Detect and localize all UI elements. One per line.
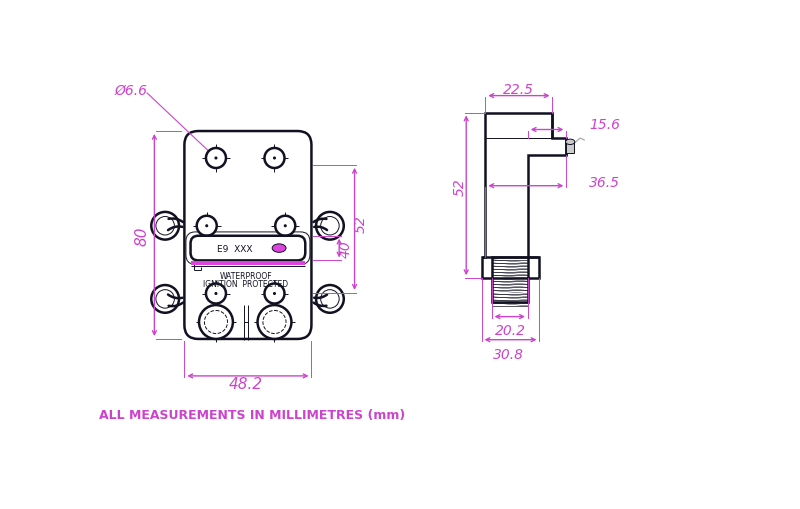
Ellipse shape <box>151 286 179 313</box>
FancyBboxPatch shape <box>184 132 311 340</box>
Ellipse shape <box>316 212 344 240</box>
Bar <box>566 143 574 153</box>
Text: ALL MEASUREMENTS IN MILLIMETRES (mm): ALL MEASUREMENTS IN MILLIMETRES (mm) <box>99 408 406 421</box>
Circle shape <box>156 217 174 236</box>
Text: 20.2: 20.2 <box>494 324 526 338</box>
Text: 80: 80 <box>134 226 150 245</box>
Circle shape <box>214 292 218 295</box>
Circle shape <box>156 290 174 308</box>
Circle shape <box>206 284 226 304</box>
Text: 52: 52 <box>453 178 467 195</box>
Text: 15.6: 15.6 <box>590 118 621 132</box>
Text: IGNITION  PROTECTED: IGNITION PROTECTED <box>203 279 289 289</box>
Circle shape <box>197 216 217 236</box>
Circle shape <box>275 216 295 236</box>
Circle shape <box>205 225 208 228</box>
FancyBboxPatch shape <box>190 236 306 261</box>
Circle shape <box>199 305 233 340</box>
Text: 22.5: 22.5 <box>503 83 534 97</box>
Circle shape <box>321 290 339 308</box>
Text: E9  XXX: E9 XXX <box>218 244 253 253</box>
Ellipse shape <box>272 244 286 253</box>
Circle shape <box>258 305 291 340</box>
Circle shape <box>263 311 286 334</box>
Circle shape <box>321 217 339 236</box>
Circle shape <box>214 157 218 160</box>
Circle shape <box>206 149 226 168</box>
Polygon shape <box>482 114 566 278</box>
Text: WATERPROOF: WATERPROOF <box>220 272 272 281</box>
Text: 36.5: 36.5 <box>590 176 621 189</box>
Ellipse shape <box>566 140 574 145</box>
Bar <box>190 262 306 266</box>
Text: 52: 52 <box>354 215 368 233</box>
Text: 48.2: 48.2 <box>229 376 263 391</box>
Ellipse shape <box>316 286 344 313</box>
Text: 40: 40 <box>338 240 352 258</box>
Circle shape <box>273 292 276 295</box>
Circle shape <box>284 225 287 228</box>
Ellipse shape <box>151 212 179 240</box>
Circle shape <box>273 157 276 160</box>
Circle shape <box>265 149 285 168</box>
Circle shape <box>205 311 227 334</box>
Text: Ø6.6: Ø6.6 <box>114 83 148 97</box>
Text: 30.8: 30.8 <box>493 347 524 361</box>
Circle shape <box>265 284 285 304</box>
Bar <box>492 258 528 302</box>
